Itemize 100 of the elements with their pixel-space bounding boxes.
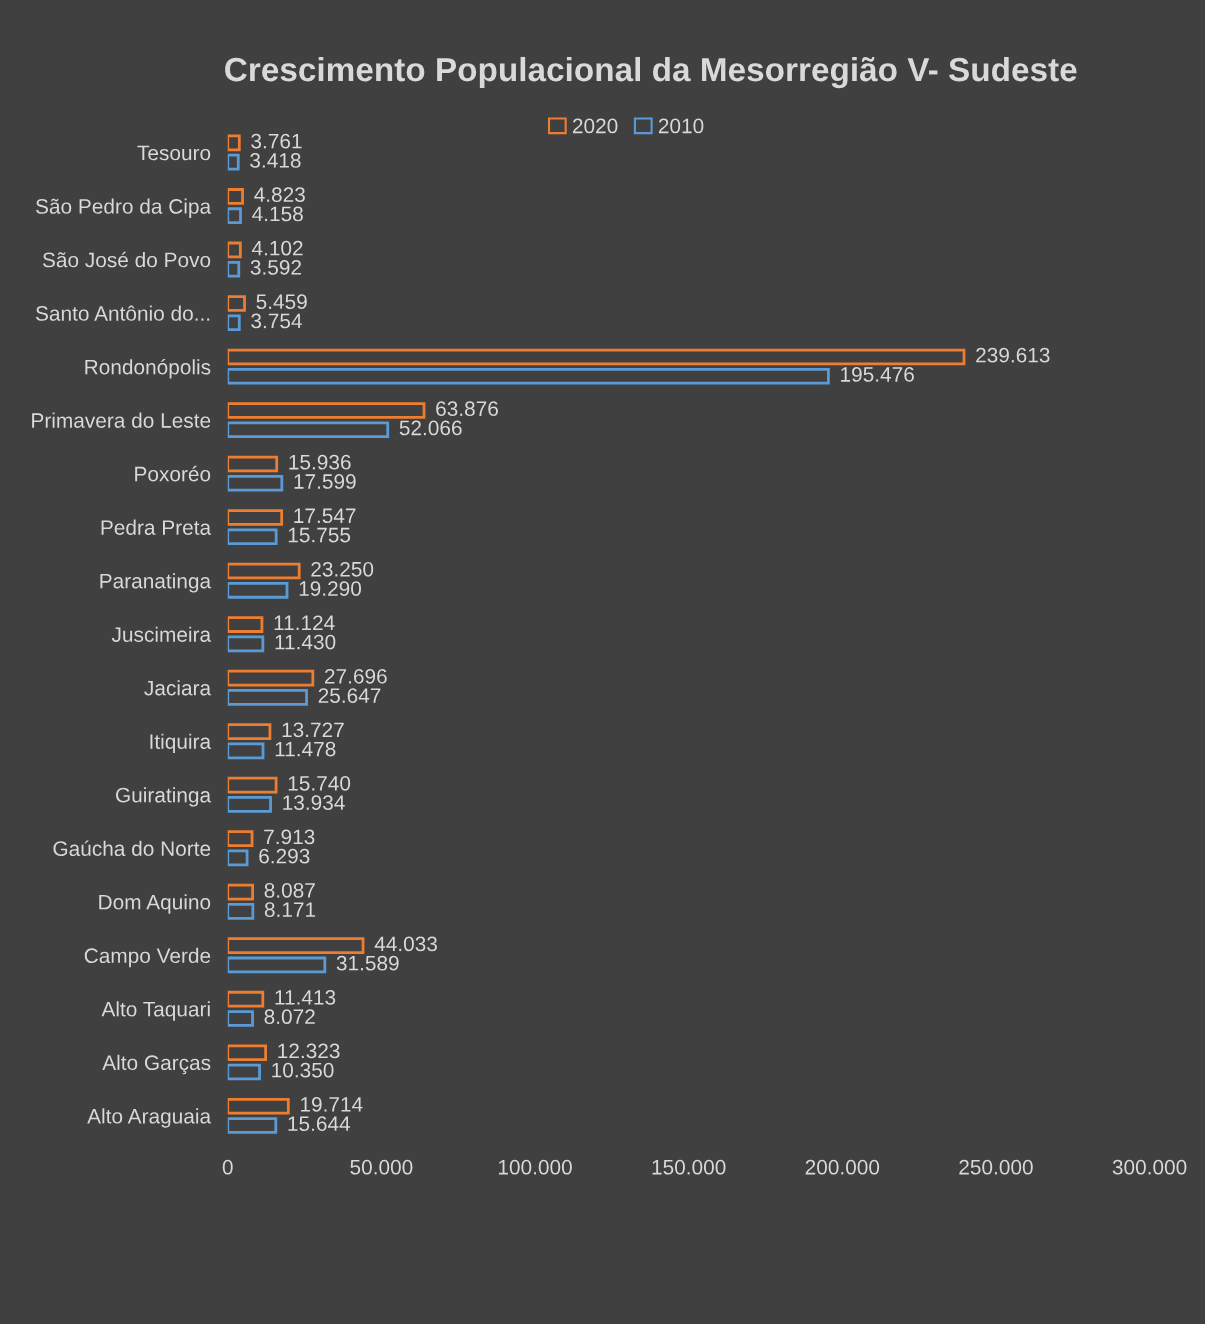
data-label: 25.647 (318, 688, 381, 703)
bar (227, 669, 315, 687)
bar (227, 314, 241, 332)
data-label: 239.613 (976, 347, 1050, 363)
data-label: 8.171 (264, 902, 316, 918)
data-label: 11.430 (275, 634, 336, 650)
y-tick-label: Alto Garças (102, 1054, 211, 1075)
bar (227, 153, 240, 171)
y-tick-label: Poxoréo (135, 465, 211, 482)
data-label: 15.644 (288, 1116, 351, 1132)
data-label: 15.740 (288, 775, 351, 791)
data-label: 17.547 (294, 508, 356, 524)
bar (227, 295, 246, 312)
x-tick-label: 300.000 (1112, 1159, 1187, 1175)
data-label: 4.823 (254, 187, 305, 203)
y-tick-label: Guiratinga (116, 787, 212, 807)
x-tick-label: 250.000 (959, 1159, 1033, 1175)
y-tick-label: Itiquira (150, 733, 212, 754)
bar (227, 1063, 261, 1081)
bar (227, 883, 254, 901)
y-tick-label: Dom Aquino (99, 894, 211, 914)
y-tick-label: Juscimeira (111, 626, 212, 642)
data-label: 15.755 (288, 527, 351, 543)
legend-label: 2020 (572, 118, 618, 134)
y-tick-label: São Pedro da Cipa (35, 198, 212, 218)
bar (227, 1010, 254, 1027)
data-label: 3.418 (250, 153, 301, 168)
data-label: 19.290 (299, 581, 362, 596)
bar (227, 616, 264, 633)
data-label: 17.599 (294, 474, 356, 489)
bar (227, 1117, 278, 1134)
bar (227, 990, 265, 1008)
bar (227, 849, 249, 867)
y-tick-label: Primavera do Leste (32, 412, 211, 428)
data-label: 11.413 (275, 990, 336, 1005)
bar (227, 956, 327, 974)
bar (227, 474, 284, 492)
data-label: 8.087 (264, 882, 315, 898)
x-tick-label: 200.000 (805, 1159, 880, 1175)
data-label: 10.350 (272, 1062, 334, 1078)
bar (227, 903, 255, 920)
data-label: 11.478 (275, 741, 336, 757)
data-label: 12.323 (278, 1043, 340, 1059)
data-label: 195.476 (841, 367, 914, 382)
data-label: 5.459 (256, 294, 307, 310)
data-label: 31.589 (336, 955, 399, 971)
bar (227, 635, 265, 653)
bar (227, 562, 301, 580)
data-label: 3.592 (250, 260, 301, 275)
data-label: 27.696 (325, 668, 387, 684)
bar (227, 134, 241, 152)
data-label: 8.072 (264, 1009, 315, 1025)
legend-label: 2010 (658, 118, 704, 134)
bar (227, 348, 966, 366)
x-tick-label: 100.000 (498, 1159, 572, 1175)
bar (227, 241, 242, 259)
x-tick-label: 0 (222, 1159, 233, 1175)
bar (227, 723, 272, 740)
bar (227, 260, 241, 278)
data-label: 4.102 (251, 240, 303, 256)
bar (227, 1044, 267, 1062)
bar (227, 367, 830, 385)
bar (227, 937, 365, 954)
y-tick-label: Campo Verde (84, 947, 211, 968)
bar (227, 421, 390, 439)
data-label: 63.876 (436, 401, 498, 417)
y-tick-label: Gaúcha do Norte (53, 840, 211, 857)
data-label: 11.124 (274, 615, 335, 630)
y-tick-label: Pedra Preta (101, 519, 212, 535)
y-tick-label: Tesouro (137, 145, 211, 161)
bar (227, 402, 426, 419)
bar (227, 830, 254, 847)
bar (227, 455, 279, 473)
x-tick-label: 50.000 (350, 1159, 413, 1175)
data-label: 13.727 (282, 722, 344, 738)
y-tick-label: Alto Araguaia (87, 1108, 212, 1128)
data-label: 15.936 (289, 454, 351, 470)
bar (227, 689, 308, 706)
bar (227, 188, 244, 205)
bar (227, 509, 284, 526)
data-label: 3.761 (251, 133, 302, 149)
y-tick-label: Rondonópolis (85, 358, 211, 379)
data-label: 52.066 (399, 420, 462, 436)
bar (227, 581, 289, 599)
data-label: 3.754 (251, 313, 302, 329)
data-label: 23.250 (311, 561, 374, 577)
data-label: 7.913 (264, 829, 315, 845)
x-tick-label: 150.000 (652, 1159, 726, 1175)
data-label: 4.158 (252, 206, 303, 222)
bar (227, 776, 278, 794)
y-tick-label: Santo Antônio do... (35, 305, 210, 321)
bar (227, 207, 242, 225)
chart-title: Crescimento Populacional da Mesorregião V- Sudeste (225, 56, 1077, 89)
y-tick-label: Paranatinga (100, 573, 212, 593)
bar (227, 742, 265, 760)
y-tick-label: Jaciara (144, 680, 212, 696)
y-tick-label: São José do Povo (42, 251, 211, 268)
bar (227, 528, 278, 546)
bar (227, 1097, 290, 1115)
data-label: 13.934 (283, 795, 345, 810)
